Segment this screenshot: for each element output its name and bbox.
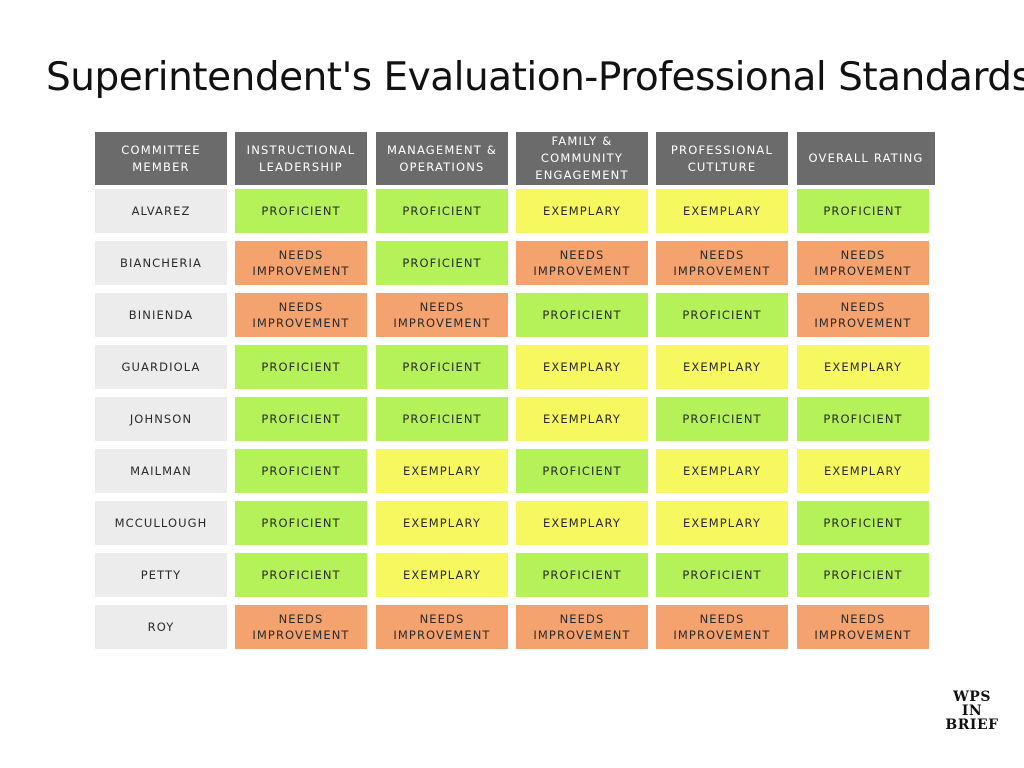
rating-cell: NEEDS IMPROVEMENT bbox=[235, 605, 367, 649]
committee-member-cell: BINIENDA bbox=[95, 293, 227, 337]
rating-cell: EXEMPLARY bbox=[656, 189, 788, 233]
rating-cell: PROFICIENT bbox=[235, 553, 367, 597]
rating-cell: PROFICIENT bbox=[656, 397, 788, 441]
column-header: INSTRUCTIONAL LEADERSHIP bbox=[235, 132, 367, 185]
rating-cell: NEEDS IMPROVEMENT bbox=[376, 605, 508, 649]
rating-cell: PROFICIENT bbox=[516, 449, 648, 493]
rating-cell: PROFICIENT bbox=[656, 553, 788, 597]
rating-cell: EXEMPLARY bbox=[656, 345, 788, 389]
rating-cell: PROFICIENT bbox=[376, 241, 508, 285]
rating-cell: PROFICIENT bbox=[516, 293, 648, 337]
rating-cell: PROFICIENT bbox=[235, 189, 367, 233]
column-header: COMMITTEE MEMBER bbox=[95, 132, 227, 185]
committee-member-cell: PETTY bbox=[95, 553, 227, 597]
rating-cell: EXEMPLARY bbox=[516, 189, 648, 233]
rating-cell: PROFICIENT bbox=[376, 345, 508, 389]
rating-cell: PROFICIENT bbox=[797, 397, 929, 441]
column-header: MANAGEMENT & OPERATIONS bbox=[376, 132, 508, 185]
rating-cell: EXEMPLARY bbox=[656, 501, 788, 545]
rating-cell: NEEDS IMPROVEMENT bbox=[235, 293, 367, 337]
rating-cell: NEEDS IMPROVEMENT bbox=[656, 241, 788, 285]
rating-cell: NEEDS IMPROVEMENT bbox=[235, 241, 367, 285]
rating-cell: EXEMPLARY bbox=[656, 449, 788, 493]
rating-cell: PROFICIENT bbox=[797, 189, 929, 233]
rating-cell: NEEDS IMPROVEMENT bbox=[376, 293, 508, 337]
committee-member-cell: JOHNSON bbox=[95, 397, 227, 441]
rating-cell: EXEMPLARY bbox=[376, 553, 508, 597]
committee-member-cell: GUARDIOLA bbox=[95, 345, 227, 389]
logo-line: BRIEF bbox=[945, 717, 999, 733]
rating-cell: NEEDS IMPROVEMENT bbox=[797, 293, 929, 337]
rating-cell: PROFICIENT bbox=[376, 397, 508, 441]
rating-cell: EXEMPLARY bbox=[376, 501, 508, 545]
column-header: FAMILY & COMMUNITY ENGAGEMENT bbox=[516, 132, 648, 185]
rating-cell: PROFICIENT bbox=[235, 345, 367, 389]
rating-cell: PROFICIENT bbox=[797, 553, 929, 597]
page-title: Superintendent's Evaluation-Professional… bbox=[46, 55, 1024, 100]
committee-member-cell: ROY bbox=[95, 605, 227, 649]
rating-cell: EXEMPLARY bbox=[516, 501, 648, 545]
logo-line: WPS bbox=[953, 689, 991, 705]
rating-cell: EXEMPLARY bbox=[516, 397, 648, 441]
rating-cell: NEEDS IMPROVEMENT bbox=[656, 605, 788, 649]
rating-cell: NEEDS IMPROVEMENT bbox=[516, 241, 648, 285]
rating-cell: NEEDS IMPROVEMENT bbox=[516, 605, 648, 649]
rating-cell: EXEMPLARY bbox=[797, 449, 929, 493]
rating-cell: PROFICIENT bbox=[235, 397, 367, 441]
committee-member-cell: MAILMAN bbox=[95, 449, 227, 493]
rating-cell: PROFICIENT bbox=[797, 501, 929, 545]
column-header: OVERALL RATING bbox=[797, 132, 935, 185]
rating-cell: EXEMPLARY bbox=[797, 345, 929, 389]
rating-cell: PROFICIENT bbox=[656, 293, 788, 337]
logo-line: IN bbox=[961, 703, 983, 719]
column-header: PROFESSIONAL CUTLTURE bbox=[656, 132, 788, 185]
committee-member-cell: MCCULLOUGH bbox=[95, 501, 227, 545]
rating-cell: NEEDS IMPROVEMENT bbox=[797, 241, 929, 285]
committee-member-cell: ALVAREZ bbox=[95, 189, 227, 233]
wps-in-brief-logo: WPS IN BRIEF bbox=[944, 690, 1000, 732]
rating-cell: EXEMPLARY bbox=[376, 449, 508, 493]
committee-member-cell: BIANCHERIA bbox=[95, 241, 227, 285]
rating-cell: NEEDS IMPROVEMENT bbox=[797, 605, 929, 649]
rating-cell: EXEMPLARY bbox=[516, 345, 648, 389]
rating-cell: PROFICIENT bbox=[235, 449, 367, 493]
rating-cell: PROFICIENT bbox=[235, 501, 367, 545]
rating-cell: PROFICIENT bbox=[376, 189, 508, 233]
rating-cell: PROFICIENT bbox=[516, 553, 648, 597]
